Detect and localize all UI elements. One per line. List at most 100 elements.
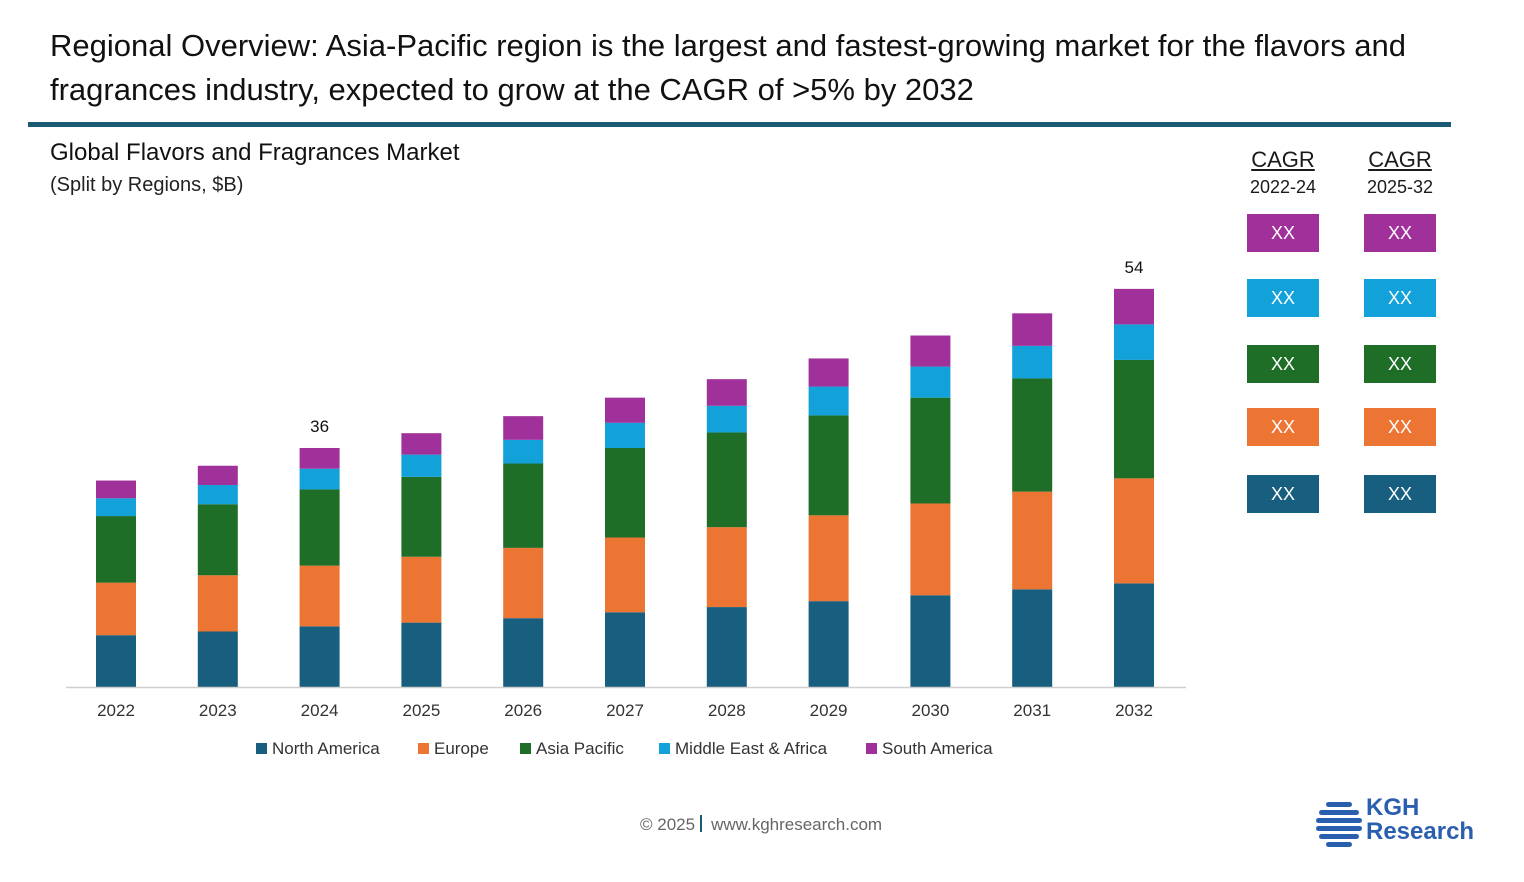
bar-segment-2032-1 bbox=[1114, 478, 1154, 584]
bar-segment-2030-3 bbox=[910, 366, 951, 398]
x-tick-label-2025: 2025 bbox=[402, 701, 440, 720]
bar-segment-2028-4 bbox=[706, 379, 747, 406]
copyright-text: © 2025 bbox=[640, 815, 696, 834]
bar-segment-2028-0 bbox=[706, 607, 747, 687]
bar-segment-2023-3 bbox=[197, 484, 238, 505]
website-link[interactable]: www.kghresearch.com bbox=[711, 815, 883, 834]
bar-segment-2031-1 bbox=[1012, 491, 1053, 590]
x-tick-label-2028: 2028 bbox=[708, 701, 746, 720]
bar-segment-2031-2 bbox=[1012, 378, 1053, 492]
bar-segment-2025-2 bbox=[401, 476, 442, 557]
legend-label-0: North America bbox=[272, 739, 380, 758]
bar-segment-2028-3 bbox=[706, 405, 747, 433]
cagr-value-box: XX bbox=[1247, 475, 1319, 513]
bar-segment-2027-1 bbox=[605, 537, 645, 613]
bar-segment-2022-4 bbox=[96, 480, 136, 499]
bar-segment-2028-1 bbox=[706, 527, 747, 608]
cagr-header-period: 2022-24 bbox=[1249, 177, 1317, 197]
bar-segment-2023-2 bbox=[197, 504, 238, 576]
bar-segment-2024-3 bbox=[299, 468, 340, 490]
bar-segment-2024-1 bbox=[299, 565, 340, 627]
cagr-value-box: XX bbox=[1364, 475, 1436, 513]
cagr-value-box: XX bbox=[1364, 214, 1436, 252]
data-label-2024: 36 bbox=[310, 417, 329, 436]
bar-segment-2025-3 bbox=[401, 454, 442, 477]
legend-label-2: Asia Pacific bbox=[536, 739, 624, 758]
bar-segment-2030-2 bbox=[910, 397, 951, 504]
bar-segment-2029-0 bbox=[808, 601, 849, 687]
logo-line-1: KGH bbox=[1366, 794, 1420, 821]
cagr-value-box: XX bbox=[1247, 345, 1319, 383]
bar-segment-2031-3 bbox=[1012, 345, 1053, 379]
cagr-value-box: XX bbox=[1364, 408, 1436, 446]
x-tick-label-2027: 2027 bbox=[606, 701, 644, 720]
x-tick-label-2026: 2026 bbox=[504, 701, 542, 720]
x-tick-label-2022: 2022 bbox=[97, 701, 135, 720]
cagr-value-box: XX bbox=[1364, 279, 1436, 317]
bar-segment-2032-3 bbox=[1114, 324, 1154, 360]
bar-segment-2026-4 bbox=[503, 416, 544, 440]
bar-segment-2028-2 bbox=[706, 432, 747, 528]
bar-segment-2031-4 bbox=[1012, 313, 1053, 346]
bar-segment-2027-3 bbox=[605, 422, 645, 448]
bar-segment-2029-3 bbox=[808, 386, 849, 416]
legend-swatch-4 bbox=[866, 743, 877, 754]
header-divider bbox=[28, 122, 1451, 127]
legend-label-3: Middle East & Africa bbox=[675, 739, 828, 758]
bar-segment-2027-4 bbox=[605, 397, 645, 423]
bar-segment-2022-3 bbox=[96, 498, 136, 517]
bar-segment-2025-4 bbox=[401, 433, 442, 455]
data-label-2032: 54 bbox=[1125, 258, 1144, 277]
stacked-bar-chart: 2022 2023 2024 2025 2026 2027 2028 2029 2030 2031… bbox=[66, 258, 1186, 758]
x-tick-label-2029: 2029 bbox=[810, 701, 848, 720]
bar-segment-2024-2 bbox=[299, 489, 340, 566]
legend-label-4: South America bbox=[882, 739, 993, 758]
bar-segment-2024-4 bbox=[299, 447, 340, 469]
bar-segment-2026-0 bbox=[503, 618, 544, 687]
bar-segment-2031-0 bbox=[1012, 589, 1053, 687]
logo-text: KGH Research bbox=[1366, 796, 1474, 844]
bar-segment-2022-1 bbox=[96, 582, 136, 636]
globe-logo-icon bbox=[1316, 802, 1362, 847]
bar-segment-2023-4 bbox=[197, 465, 238, 485]
bar-segment-2032-0 bbox=[1114, 583, 1154, 687]
cagr-header-1: CAGR 2025-32 bbox=[1345, 146, 1455, 200]
cagr-header-0: CAGR 2022-24 bbox=[1228, 146, 1338, 200]
cagr-header-period: 2025-32 bbox=[1366, 177, 1434, 197]
bar-segment-2026-2 bbox=[503, 463, 544, 548]
legend-swatch-1 bbox=[418, 743, 429, 754]
logo-line-2: Research bbox=[1366, 818, 1475, 845]
cagr-value-box: XX bbox=[1247, 408, 1319, 446]
bar-segment-2027-2 bbox=[605, 447, 645, 538]
bar-segment-2026-1 bbox=[503, 547, 544, 619]
bar-segment-2030-1 bbox=[910, 503, 951, 596]
bar-segment-2023-0 bbox=[197, 631, 238, 687]
legend-swatch-2 bbox=[520, 743, 531, 754]
chart-subtitle: (Split by Regions, $B) bbox=[50, 174, 244, 196]
chart-title: Global Flavors and Fragrances Market bbox=[50, 139, 460, 166]
bar-segment-2030-0 bbox=[910, 595, 951, 687]
bar-segment-2023-1 bbox=[197, 575, 238, 632]
bar-segment-2026-3 bbox=[503, 439, 544, 464]
footer: © 2025 www.kghresearch.com bbox=[640, 815, 882, 835]
cagr-value-box: XX bbox=[1364, 345, 1436, 383]
kgh-research-logo: KGH Research bbox=[1314, 796, 1494, 852]
cagr-value-box: XX bbox=[1247, 279, 1319, 317]
cagr-value-box: XX bbox=[1247, 214, 1319, 252]
x-tick-label-2023: 2023 bbox=[199, 701, 237, 720]
bar-segment-2029-2 bbox=[808, 415, 849, 516]
legend-swatch-3 bbox=[659, 743, 670, 754]
legend-swatch-0 bbox=[256, 743, 267, 754]
footer-separator bbox=[700, 815, 703, 832]
bar-segment-2032-4 bbox=[1114, 288, 1154, 325]
bar-segment-2025-1 bbox=[401, 556, 442, 623]
bar-segment-2029-4 bbox=[808, 358, 849, 387]
x-tick-label-2032: 2032 bbox=[1115, 701, 1153, 720]
bar-segment-2027-0 bbox=[605, 612, 645, 687]
bar-segment-2025-0 bbox=[401, 622, 442, 687]
bar-segment-2024-0 bbox=[299, 626, 340, 687]
x-tick-label-2024: 2024 bbox=[301, 701, 339, 720]
x-tick-label-2031: 2031 bbox=[1013, 701, 1051, 720]
bar-segment-2022-0 bbox=[96, 635, 136, 687]
legend-label-1: Europe bbox=[434, 739, 489, 758]
